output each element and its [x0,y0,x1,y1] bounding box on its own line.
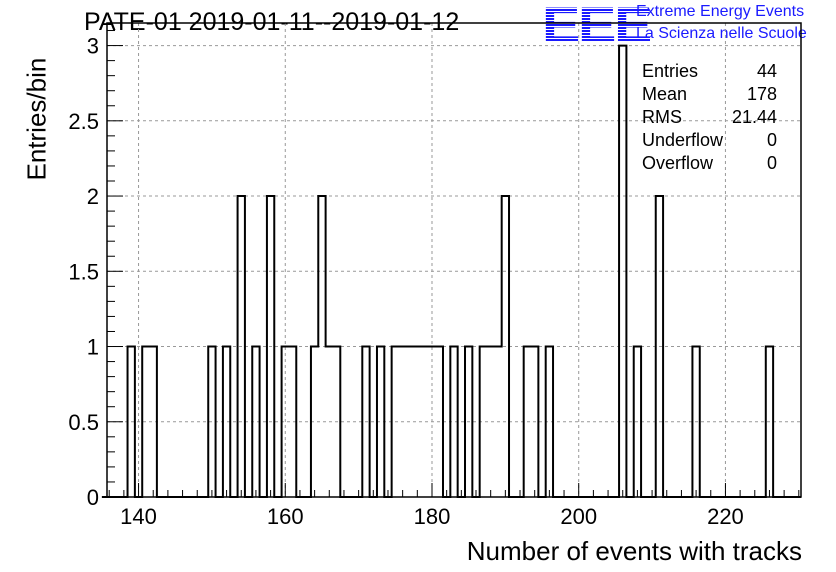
stats-label: Mean [642,84,687,104]
y-tick-label: 2.5 [68,109,99,134]
y-tick-label: 2 [87,184,99,209]
stats-value: 0 [767,153,777,173]
x-axis-label: Number of events with tracks [466,536,802,566]
y-tick-label: 0.5 [68,410,99,435]
stats-label: Overflow [642,153,714,173]
eee-logo-icon: EEE [542,0,652,53]
x-tick-label: 140 [120,504,157,529]
chart-title: PATE-01 2019-01-11--2019-01-12 [84,8,460,36]
stats-value: 21.44 [732,107,777,127]
x-tick-label: 180 [414,504,451,529]
x-tick-label: 220 [707,504,744,529]
x-tick-label: 200 [560,504,597,529]
stats-value: 0 [767,130,777,150]
logo-text-line2: La Scienza nelle Scuole [636,25,807,42]
stats-label: Underflow [642,130,724,150]
y-tick-label: 1 [87,335,99,360]
y-tick-label: 0 [87,485,99,510]
y-tick-label: 3 [87,34,99,59]
stats-label: Entries [642,61,698,81]
y-tick-label: 1.5 [68,259,99,284]
stats-value: 178 [747,84,777,104]
stats-label: RMS [642,107,682,127]
logo-text-line1: Extreme Energy Events [636,3,805,20]
x-tick-label: 160 [267,504,304,529]
plot-frame [106,22,802,498]
stats-value: 44 [757,61,777,81]
histogram-outline [101,44,801,498]
